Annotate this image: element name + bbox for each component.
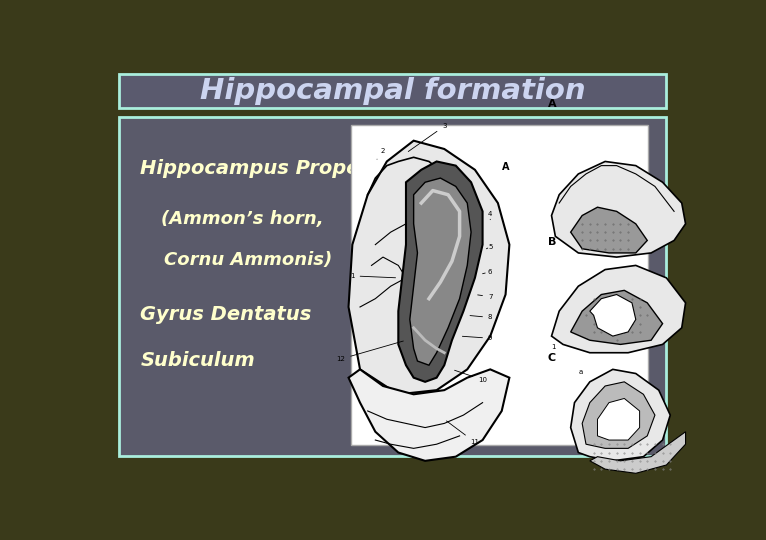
- FancyBboxPatch shape: [119, 75, 666, 109]
- Text: Hippocampal formation: Hippocampal formation: [200, 77, 585, 105]
- Text: a: a: [578, 368, 583, 375]
- Text: 1: 1: [350, 273, 395, 279]
- Polygon shape: [590, 432, 686, 473]
- Polygon shape: [349, 369, 509, 461]
- Polygon shape: [590, 294, 636, 336]
- Text: 4: 4: [488, 211, 493, 220]
- Text: 8: 8: [470, 314, 493, 320]
- Polygon shape: [597, 399, 640, 440]
- Polygon shape: [571, 291, 663, 345]
- Text: 10: 10: [454, 370, 487, 383]
- Polygon shape: [552, 266, 686, 353]
- Text: Subiculum: Subiculum: [140, 350, 255, 369]
- Text: 11: 11: [447, 421, 480, 445]
- Text: 7: 7: [478, 294, 493, 300]
- Polygon shape: [410, 178, 471, 365]
- Text: 5: 5: [486, 244, 493, 250]
- Text: 1: 1: [552, 343, 556, 349]
- Text: (Ammon’s horn,: (Ammon’s horn,: [161, 210, 324, 228]
- Text: 6: 6: [483, 269, 493, 275]
- Text: Cornu Ammonis): Cornu Ammonis): [164, 251, 332, 269]
- FancyBboxPatch shape: [119, 117, 666, 456]
- Text: Hippocampus Proper: Hippocampus Proper: [140, 159, 369, 178]
- Polygon shape: [398, 161, 483, 382]
- Text: A: A: [502, 162, 509, 172]
- Polygon shape: [571, 207, 647, 253]
- Text: 12: 12: [336, 341, 404, 362]
- Polygon shape: [552, 161, 686, 257]
- Text: 3: 3: [408, 123, 447, 152]
- Polygon shape: [582, 382, 655, 448]
- FancyBboxPatch shape: [351, 125, 648, 446]
- Polygon shape: [349, 141, 509, 394]
- Text: C: C: [548, 353, 556, 363]
- Text: 9: 9: [463, 335, 493, 341]
- Text: A: A: [548, 99, 556, 110]
- Text: B: B: [548, 237, 556, 247]
- Text: 2: 2: [377, 148, 385, 159]
- Polygon shape: [571, 369, 670, 461]
- Text: Gyrus Dentatus: Gyrus Dentatus: [140, 305, 312, 324]
